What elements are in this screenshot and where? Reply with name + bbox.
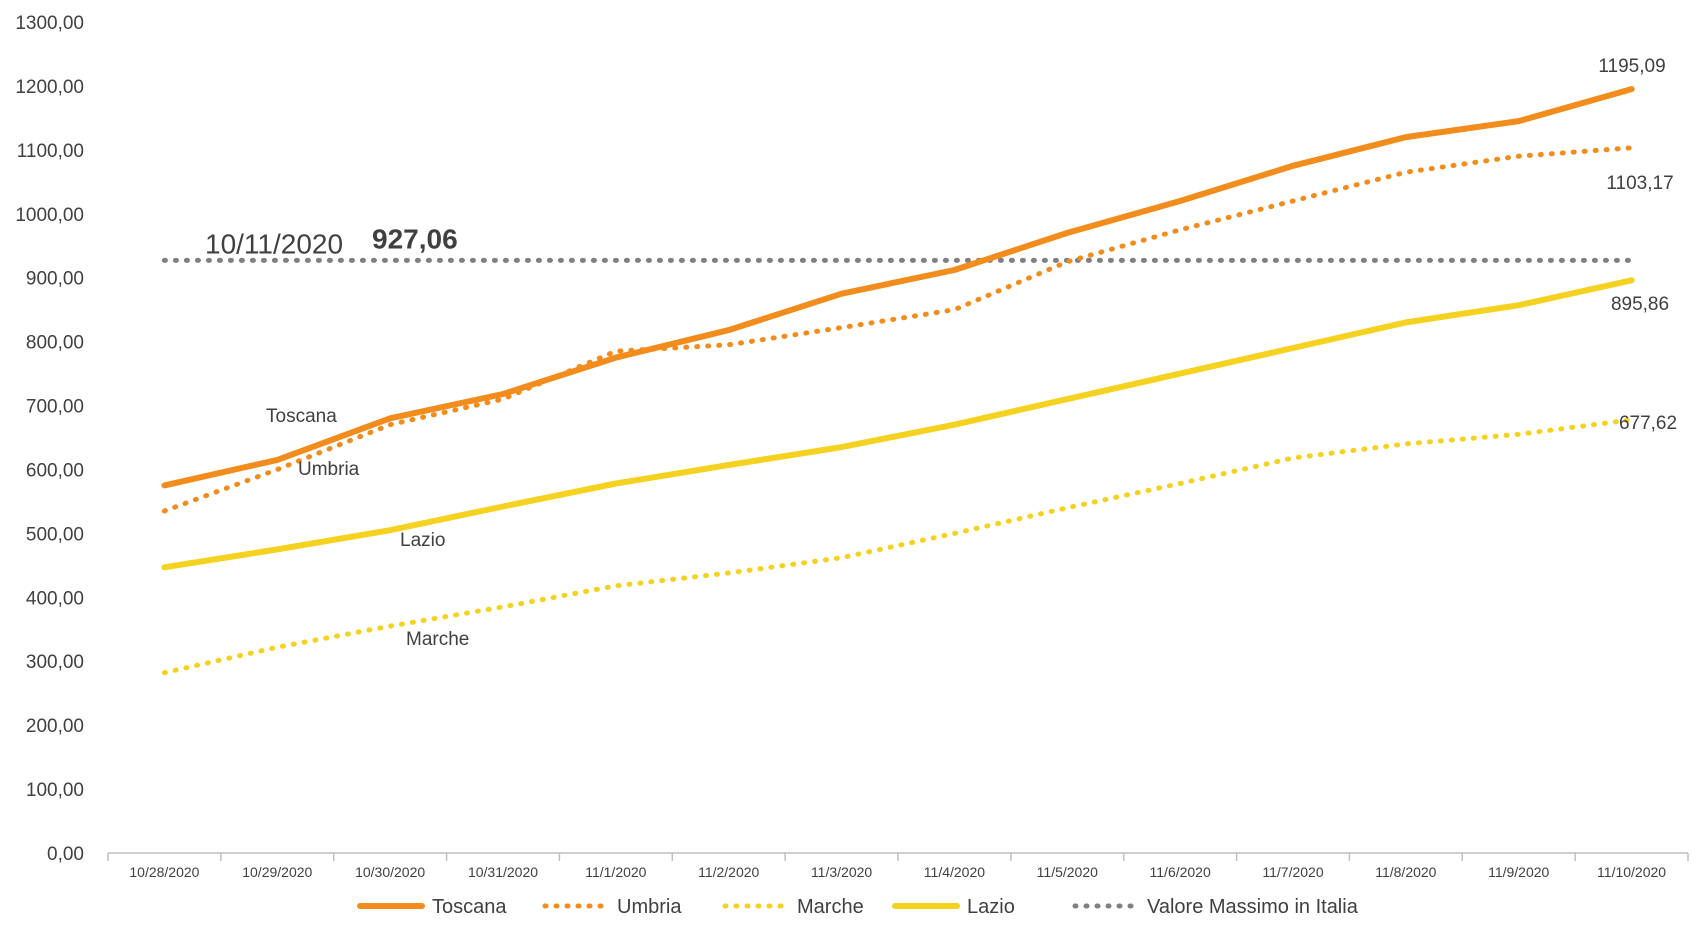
x-tick-label: 11/3/2020: [811, 864, 872, 880]
series-label-lazio: Lazio: [400, 530, 445, 551]
y-tick-label: 1200,00: [15, 77, 84, 98]
end-value-label-lazio: 895,86: [1611, 294, 1669, 315]
end-value-label-umbria: 1103,17: [1606, 173, 1673, 194]
legend: Toscana Umbria Marche Lazio Valore Massimo i…: [357, 896, 1359, 918]
x-tick-label: 11/4/2020: [924, 864, 985, 880]
reference-value-label: 927,06: [372, 223, 458, 254]
y-tick-label: 900,00: [26, 269, 84, 290]
legend-label-lazio: Lazio: [967, 896, 1015, 918]
x-tick-label: 11/9/2020: [1488, 864, 1549, 880]
y-axis-ticks: 0,00 100,00 200,00 300,00 400,00 500,00 600,00…: [15, 13, 84, 865]
legend-label-marche: Marche: [797, 896, 864, 918]
x-tick-label: 11/5/2020: [1037, 864, 1098, 880]
y-tick-label: 700,00: [26, 397, 84, 418]
y-tick-label: 100,00: [26, 780, 84, 801]
y-tick-label: 400,00: [26, 588, 84, 609]
y-tick-label: 600,00: [26, 460, 84, 481]
y-tick-label: 1100,00: [17, 141, 84, 162]
end-value-label-toscana: 1195,09: [1598, 56, 1665, 77]
end-value-label-marche: 677,62: [1619, 413, 1677, 434]
x-tick-label: 10/29/2020: [242, 864, 312, 880]
reference-date-label: 10/11/2020: [205, 228, 343, 259]
series-label-marche: Marche: [406, 629, 469, 650]
y-tick-label: 200,00: [26, 716, 84, 737]
x-tick-label: 11/10/2020: [1597, 864, 1666, 880]
x-tick-label: 10/31/2020: [468, 864, 538, 880]
y-tick-label: 800,00: [26, 333, 84, 354]
x-tick-label: 11/1/2020: [585, 864, 646, 880]
legend-label-umbria: Umbria: [617, 896, 682, 918]
x-tick-label: 10/30/2020: [355, 864, 425, 880]
x-tick-label: 10/28/2020: [129, 864, 199, 880]
series-layer: [161, 86, 1635, 676]
y-tick-label: 0,00: [47, 844, 84, 865]
y-tick-label: 500,00: [26, 524, 84, 545]
legend-label-valore-massimo-in-italia: Valore Massimo in Italia: [1147, 896, 1359, 918]
y-tick-label: 1300,00: [15, 13, 84, 34]
x-tick-label: 11/8/2020: [1375, 864, 1436, 880]
series-label-toscana: Toscana: [266, 406, 337, 427]
annotation-layer: 10/11/2020 927,06 Toscana Umbria Lazio Marc…: [205, 56, 1677, 650]
x-tick-label: 11/2/2020: [698, 864, 759, 880]
x-tick-label: 11/6/2020: [1150, 864, 1211, 880]
axes: 0,00 100,00 200,00 300,00 400,00 500,00 600,00…: [15, 13, 1689, 880]
legend-label-toscana: Toscana: [432, 896, 507, 918]
x-axis-ticks: 10/28/2020 10/29/2020 10/30/2020 10/31/2020…: [107, 853, 1689, 880]
series-line-umbria: [161, 145, 1635, 514]
y-tick-label: 1000,00: [15, 205, 84, 226]
series-line-marche: [161, 417, 1635, 676]
y-tick-label: 300,00: [26, 652, 84, 673]
series-label-umbria: Umbria: [298, 459, 360, 480]
series-line-lazio: [161, 277, 1635, 571]
x-tick-label: 11/7/2020: [1262, 864, 1323, 880]
series-line-toscana: [161, 86, 1635, 489]
